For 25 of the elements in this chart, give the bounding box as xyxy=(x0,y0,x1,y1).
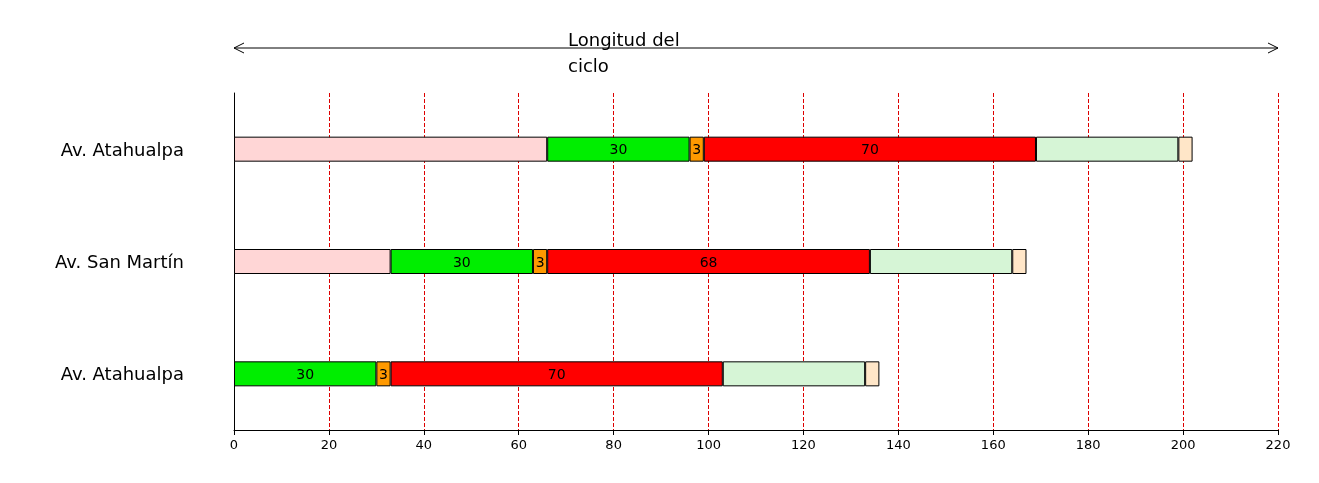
x-tick-label: 220 xyxy=(1265,437,1291,452)
x-tick-label: 120 xyxy=(791,437,816,452)
x-tick-label: 140 xyxy=(885,437,911,452)
data-label: 3 xyxy=(692,141,702,158)
y-tick-label: Av. Atahualpa xyxy=(60,138,184,160)
x-tick-label: 60 xyxy=(510,437,527,452)
data-label: 68 xyxy=(699,253,718,270)
data-label: 30 xyxy=(296,365,315,382)
x-tick-label: 80 xyxy=(605,437,622,452)
x-tick-label: 100 xyxy=(696,437,721,452)
y-tick-label: Av. San Martín xyxy=(55,251,184,272)
data-label: 70 xyxy=(860,141,879,158)
x-tick-label: 180 xyxy=(1075,437,1101,452)
data-label: 30 xyxy=(452,253,471,270)
x-tick-label: 40 xyxy=(415,437,433,452)
x-tick-label: 160 xyxy=(980,437,1006,452)
data-label: 30 xyxy=(609,141,628,158)
x-tick-label: 20 xyxy=(320,437,338,452)
data-label: 3 xyxy=(535,253,545,270)
y-tick-label: Av. Atahualpa xyxy=(60,363,184,385)
x-tick-label: 200 xyxy=(1170,437,1196,452)
data-label: 3 xyxy=(379,365,388,382)
x-tick-label: 0 xyxy=(229,437,239,452)
data-label: 70 xyxy=(547,365,566,382)
chart-title: Longitud del ciclo xyxy=(568,28,686,76)
